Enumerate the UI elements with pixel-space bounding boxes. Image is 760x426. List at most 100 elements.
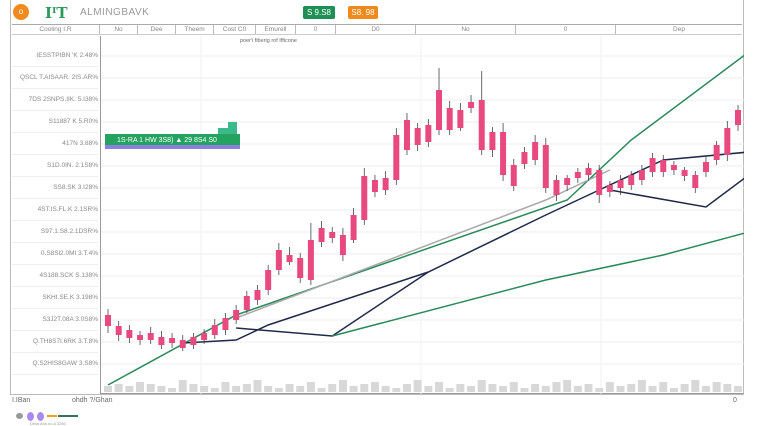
volume-bar: [552, 382, 561, 392]
column-header[interactable]: Cost C0: [214, 25, 256, 34]
subheader: poer'i fiberig rof Ifficone: [240, 38, 297, 44]
volume-bar: [424, 386, 433, 392]
volume-bar: [317, 388, 326, 392]
banner-step: [228, 122, 237, 134]
candle-body: [350, 215, 357, 240]
candle-body: [713, 145, 720, 160]
candle-body: [585, 168, 592, 175]
column-header[interactable]: No: [416, 25, 516, 34]
price-label: Q.TH8S7I.6RK 3.T.8%: [12, 331, 98, 353]
volume-bar: [509, 382, 518, 392]
candle-body: [489, 132, 496, 150]
app-frame: [10, 0, 744, 395]
volume-bar: [712, 382, 721, 392]
price-badge-orange[interactable]: S8. 98: [348, 6, 378, 19]
candle-body: [190, 337, 197, 345]
legend-line[interactable]: [47, 415, 57, 417]
candle-body: [724, 128, 731, 155]
legend-dot[interactable]: [37, 412, 44, 421]
volume-bar: [541, 386, 550, 392]
legend-caption: Dess Ans no A 3280: [30, 421, 66, 426]
candle-body: [169, 338, 176, 343]
indicator-line: [332, 232, 744, 337]
candle-body: [307, 240, 314, 280]
candle-body: [371, 180, 378, 192]
price-label: 4S188.SCK S.138%: [12, 265, 98, 287]
volume-bar: [477, 380, 486, 392]
price-label: 0.S8Sl2.0MI 3.T.4%: [12, 243, 98, 265]
candle-body: [275, 250, 282, 270]
volume-bar: [584, 384, 593, 392]
candle-body: [500, 132, 507, 175]
volume-bar: [520, 388, 529, 392]
candle-body: [660, 160, 667, 172]
candle-body: [702, 162, 709, 172]
logo-icon: o: [13, 4, 29, 20]
column-header[interactable]: Dee: [138, 25, 176, 34]
candle-body: [137, 335, 144, 340]
column-header[interactable]: Emurell: [256, 25, 296, 34]
volume-bar: [531, 384, 540, 392]
candle-body: [243, 296, 250, 310]
volume-bar: [605, 382, 614, 392]
volume-bar: [242, 384, 251, 392]
column-header[interactable]: D0: [336, 25, 416, 34]
volume-bar: [136, 382, 145, 392]
candle-body: [542, 145, 549, 188]
chart-plot[interactable]: [100, 36, 744, 394]
volume-bar: [413, 380, 422, 392]
column-header[interactable]: 0: [516, 25, 616, 34]
candlestick-chart: [101, 36, 744, 394]
volume-bar: [691, 380, 700, 392]
volume-bar: [338, 380, 347, 392]
candle-body: [318, 228, 325, 242]
volume-bar: [125, 386, 134, 392]
column-header[interactable]: Theem: [176, 25, 214, 34]
column-header[interactable]: 0: [296, 25, 336, 34]
volume-bar: [392, 388, 401, 392]
volume-bar: [200, 386, 209, 392]
volume-bar: [499, 386, 508, 392]
legend-dot[interactable]: [27, 412, 34, 421]
price-label: 4ST.IS.FL.K 2.1SR%: [12, 199, 98, 221]
volume-bar: [563, 380, 572, 392]
volume-bar: [285, 384, 294, 392]
price-label: 7DS 2SNPS.IIK. 5.I38%: [12, 89, 98, 111]
volume-bar: [445, 388, 454, 392]
candle-body: [468, 102, 475, 108]
candle-body: [158, 337, 165, 345]
candle-body: [606, 185, 613, 192]
legend-line[interactable]: [68, 415, 78, 417]
legend-dot[interactable]: [16, 413, 23, 419]
price-badge-green[interactable]: S 9.S8: [303, 6, 335, 19]
candle-body: [179, 340, 186, 348]
volume-bar: [734, 386, 742, 392]
price-label: S1D.0IN. 2.1S8%: [12, 155, 98, 177]
candle-body: [564, 178, 571, 185]
column-header[interactable]: Dep: [673, 26, 685, 33]
candle-body: [521, 152, 528, 164]
footer-left: I.IBan: [12, 397, 31, 404]
volume-bar: [637, 380, 646, 392]
brand-name: ALMINGBAVK: [80, 7, 150, 18]
volume-bar: [114, 384, 123, 392]
price-label: IESSTPIBN 'K 2.48%: [12, 45, 98, 67]
column-header[interactable]: Cooling I.R: [12, 25, 100, 34]
volume-bar: [349, 386, 358, 392]
candle-body: [393, 135, 400, 180]
volume-bar: [360, 384, 369, 392]
candle-body: [329, 232, 336, 238]
column-header[interactable]: No: [100, 25, 138, 34]
volume-bar: [659, 382, 668, 392]
candle-body: [254, 290, 261, 300]
price-label: SS8.SK 3.I28%: [12, 177, 98, 199]
price-banner: 1S-RA 1 HW 3S8) ▲ 29 8S4 S0: [105, 134, 240, 149]
legend-line[interactable]: [58, 415, 68, 417]
volume-bar: [178, 380, 187, 392]
candle-body: [286, 255, 293, 262]
volume-bar: [616, 386, 625, 392]
candle-body: [233, 310, 240, 320]
indicator-line: [609, 177, 744, 208]
volume-bar: [306, 382, 315, 392]
candle-body: [649, 158, 656, 172]
